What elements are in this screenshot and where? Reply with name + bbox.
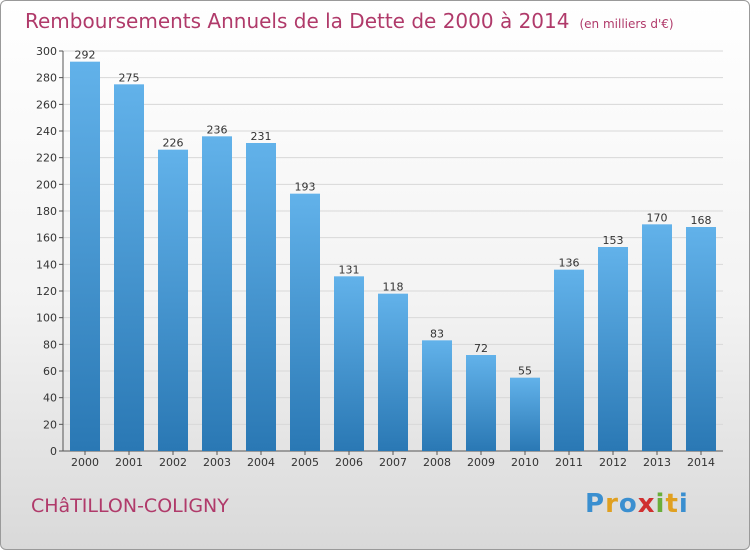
bar — [70, 61, 100, 452]
bar — [334, 276, 364, 451]
bar — [202, 136, 232, 452]
y-tick-label: 80 — [43, 338, 57, 351]
bar-value-label: 131 — [339, 263, 360, 276]
x-tick-label: 2008 — [423, 456, 451, 469]
bar-value-label: 118 — [383, 281, 404, 294]
y-tick-label: 0 — [50, 445, 57, 458]
x-tick-label: 2006 — [335, 456, 363, 469]
x-tick-label: 2001 — [115, 456, 143, 469]
logo-letter: i — [678, 489, 689, 519]
bar-value-label: 236 — [207, 123, 228, 136]
bar — [158, 149, 188, 451]
bar — [642, 224, 672, 451]
y-tick-label: 220 — [36, 152, 57, 165]
bar — [246, 143, 276, 451]
logo-letter: o — [618, 489, 638, 519]
y-tick-label: 60 — [43, 365, 57, 378]
y-tick-label: 20 — [43, 418, 57, 431]
bar-value-label: 170 — [647, 211, 668, 224]
x-tick-label: 2011 — [555, 456, 583, 469]
y-tick-label: 240 — [36, 125, 57, 138]
logo-letter: r — [605, 489, 619, 519]
y-tick-label: 120 — [36, 285, 57, 298]
x-tick-label: 2000 — [71, 456, 99, 469]
bar — [290, 193, 320, 451]
bar-value-label: 168 — [691, 214, 712, 227]
bar — [686, 227, 716, 451]
commune-name: CHâTILLON-COLIGNY — [31, 495, 229, 517]
bar-value-label: 231 — [251, 130, 272, 143]
title-main: Remboursements Annuels de la Dette de 20… — [25, 9, 570, 33]
bar — [466, 355, 496, 451]
y-tick-label: 40 — [43, 392, 57, 405]
bar-value-label: 136 — [559, 257, 580, 270]
y-tick-label: 160 — [36, 232, 57, 245]
bar — [378, 293, 408, 451]
x-tick-label: 2014 — [687, 456, 715, 469]
bar-value-label: 226 — [163, 137, 184, 150]
x-tick-label: 2013 — [643, 456, 671, 469]
y-tick-label: 140 — [36, 258, 57, 271]
bar — [598, 247, 628, 451]
x-tick-label: 2002 — [159, 456, 187, 469]
x-tick-label: 2003 — [203, 456, 231, 469]
y-tick-label: 200 — [36, 178, 57, 191]
data-labels: 292 275 226 236 231 193 131 118 83 72 55 136 153 170 1… — [75, 49, 712, 378]
x-axis-ticks: 2000 2001 2002 2003 2004 2005 2006 2007 2008 2009… — [71, 451, 715, 469]
y-axis-ticks: 0 20 40 60 80 100 120 140 160 180 200 220 240 260 280 3… — [36, 45, 63, 458]
y-tick-label: 280 — [36, 72, 57, 85]
bar-value-label: 72 — [474, 342, 488, 355]
x-tick-label: 2009 — [467, 456, 495, 469]
y-tick-label: 300 — [36, 45, 57, 58]
x-tick-label: 2004 — [247, 456, 275, 469]
x-tick-label: 2007 — [379, 456, 407, 469]
bar — [510, 377, 540, 451]
logo-letter: x — [637, 489, 656, 519]
bar — [114, 84, 144, 451]
bar-value-label: 193 — [295, 181, 316, 194]
y-tick-label: 100 — [36, 312, 57, 325]
chart-title: Remboursements Annuels de la Dette de 20… — [25, 9, 674, 33]
logo-letter: t — [665, 489, 679, 519]
logo-letter: P — [585, 489, 606, 519]
title-unit: (en milliers d'€) — [579, 17, 674, 31]
logo-letter: i — [655, 489, 666, 519]
bars — [70, 61, 716, 452]
bar-value-label: 55 — [518, 365, 532, 378]
x-tick-label: 2012 — [599, 456, 627, 469]
y-tick-label: 180 — [36, 205, 57, 218]
x-tick-label: 2010 — [511, 456, 539, 469]
bar — [554, 269, 584, 451]
bar-value-label: 275 — [119, 71, 140, 84]
bar-value-label: 292 — [75, 49, 96, 62]
y-tick-label: 260 — [36, 98, 57, 111]
proxiti-logo[interactable]: Proxiti — [585, 489, 689, 519]
x-tick-label: 2005 — [291, 456, 319, 469]
bar — [422, 340, 452, 451]
bar-value-label: 153 — [603, 234, 624, 247]
bar-value-label: 83 — [430, 327, 444, 340]
